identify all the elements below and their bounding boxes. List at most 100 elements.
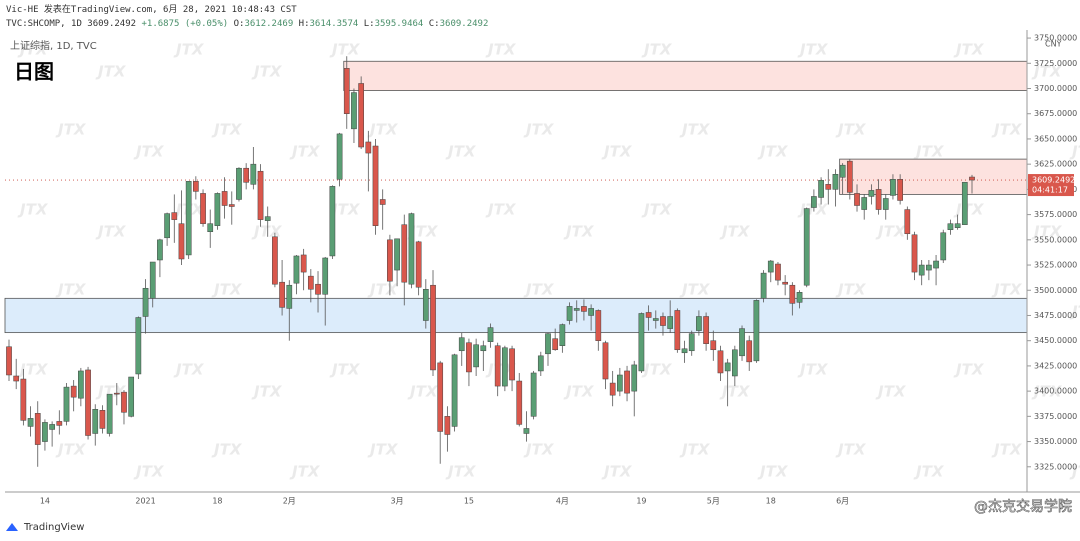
candle-body	[652, 318, 659, 321]
candle-body	[710, 340, 717, 351]
candle-body	[99, 410, 106, 429]
y-tick-label: 3475.0000	[1034, 311, 1077, 320]
watermark: JTX	[367, 121, 399, 139]
watermark: JTX	[289, 463, 321, 481]
zone	[4, 297, 1028, 334]
candle-body	[530, 372, 537, 417]
watermark: JTX	[407, 223, 439, 241]
candle-body	[351, 92, 357, 130]
watermark: JTX	[251, 383, 283, 401]
x-tick-label: 19	[636, 497, 646, 506]
watermark: JTX	[485, 201, 517, 219]
candle-body	[394, 238, 400, 271]
candle-body	[358, 83, 364, 148]
candle-body	[142, 287, 149, 317]
candle-body	[588, 308, 594, 316]
candle-body	[854, 193, 860, 206]
candle-body	[372, 145, 379, 226]
watermark: JTX	[757, 463, 789, 481]
candle-body	[171, 212, 178, 220]
candle-body	[315, 283, 321, 295]
candle-body	[430, 284, 436, 371]
watermark: JTX	[523, 281, 555, 299]
watermark: JTX	[55, 281, 87, 299]
watermark: JTX	[251, 63, 283, 81]
candle-body	[818, 180, 824, 198]
x-tick-label: 6月	[836, 497, 849, 506]
candle-body	[523, 428, 530, 434]
watermark: JTX	[601, 143, 633, 161]
watermark: JTX	[133, 463, 165, 481]
candle-body	[559, 324, 566, 346]
candle-body	[49, 424, 55, 430]
candle-body	[480, 345, 487, 352]
chart-title: 日图	[14, 60, 54, 84]
last-price-label: 3609.2492	[1032, 176, 1075, 185]
candle-body	[300, 254, 307, 273]
ohlc-value: 3595.9464	[374, 19, 424, 29]
background: JTX JTX JTX JTX JTX JTX JTX JTX JTX JTX JTX JTX JTX J…	[4, 41, 1080, 481]
candle-body	[904, 209, 911, 235]
watermark: JTX	[1031, 63, 1063, 81]
y-tick-label: 3575.0000	[1034, 210, 1077, 219]
zone	[343, 60, 1028, 91]
candle-body	[875, 189, 882, 210]
candle-body	[846, 160, 853, 193]
candle-body	[329, 186, 336, 257]
candle-body	[236, 167, 242, 200]
candle-body	[645, 312, 652, 318]
watermark: JTX	[679, 121, 711, 139]
candle-body	[307, 275, 314, 290]
candle-body	[437, 362, 444, 432]
x-tick-label: 18	[766, 497, 776, 506]
candle-body	[573, 308, 580, 311]
candle-body	[696, 316, 702, 331]
watermark: JTX	[133, 143, 165, 161]
watermark: JTX	[719, 223, 751, 241]
candle-body	[502, 347, 508, 387]
watermark: JTX	[835, 281, 867, 299]
candle-body	[717, 350, 724, 374]
credit: @杰克交易学院	[974, 498, 1072, 515]
candle-body	[63, 386, 70, 422]
candle-body	[272, 236, 278, 285]
watermark: JTX	[523, 441, 555, 459]
watermark: JTX	[1031, 223, 1063, 241]
candle-body	[379, 199, 386, 205]
candle-body	[839, 164, 846, 178]
watermark: JTX	[563, 223, 595, 241]
candle-body	[581, 306, 587, 312]
candle-body	[207, 223, 214, 232]
watermark: JTX	[563, 383, 595, 401]
watermark: JTX	[95, 383, 127, 401]
watermark: JTX	[601, 463, 633, 481]
candle-body	[724, 362, 731, 372]
candle-body	[545, 333, 551, 355]
candle-body	[617, 374, 623, 392]
candle-body	[803, 208, 810, 286]
candle-body	[200, 193, 206, 224]
candle-body	[940, 232, 947, 261]
candle-body	[214, 193, 221, 226]
candle-body	[20, 378, 27, 421]
candle-body	[667, 316, 674, 329]
y-tick-label: 3400.0000	[1034, 387, 1077, 396]
watermark: JTX	[679, 441, 711, 459]
candle-body	[494, 345, 501, 387]
candle-body	[731, 349, 738, 377]
y-tick-label: 3725.0000	[1034, 59, 1077, 68]
watermark: JTX	[641, 361, 673, 379]
ohlc-label: H:	[298, 19, 310, 29]
legend: 上证综指, 1D, TVC	[10, 39, 97, 52]
watermark: JTX	[55, 441, 87, 459]
watermark: JTX	[719, 383, 751, 401]
y-tick-label: 3350.0000	[1034, 437, 1077, 446]
candle-body	[322, 257, 329, 295]
watermark: JTX	[835, 441, 867, 459]
candle-body	[681, 348, 688, 354]
watermark: JTX	[1069, 303, 1080, 321]
candle-body	[789, 284, 796, 304]
logo: TradingView	[6, 522, 84, 533]
candle-body	[926, 264, 932, 271]
